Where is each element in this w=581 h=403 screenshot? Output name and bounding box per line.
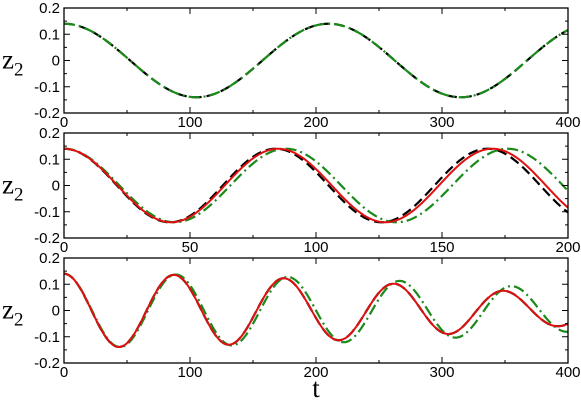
y-tick-label: 0.2 xyxy=(39,0,60,17)
series-line-3 xyxy=(64,147,568,224)
series-line-3 xyxy=(64,272,568,348)
y-tick-label: -0.1 xyxy=(34,329,60,346)
x-tick-label: 50 xyxy=(182,239,199,256)
x-tick-label: 0 xyxy=(60,239,68,256)
x-tick-label: 100 xyxy=(303,239,328,256)
x-tick-label: 200 xyxy=(555,239,580,256)
y-tick-label: -0.1 xyxy=(34,79,60,96)
y-tick-label: -0.2 xyxy=(34,230,60,247)
x-tick-label: 300 xyxy=(429,114,454,131)
y-axis-label: z2 xyxy=(2,170,23,206)
x-tick-label: 400 xyxy=(555,364,580,381)
x-tick-label: 200 xyxy=(303,364,328,381)
x-tick-label: 400 xyxy=(555,114,580,131)
plot-frame xyxy=(63,7,569,114)
y-tick-label: 0 xyxy=(52,303,60,320)
y-tick-label: 0.1 xyxy=(39,276,60,293)
panel-3: 0 100 200 300 400 -0.2 -0.1 0 0.1 0.2 z2 t xyxy=(2,250,581,403)
y-axis-label-main: z xyxy=(2,295,14,325)
y-tick-label: 0.2 xyxy=(39,125,60,142)
x-tick-label: 300 xyxy=(429,364,454,381)
y-tick-label: 0.2 xyxy=(39,250,60,267)
y-axis-label-main: z xyxy=(2,45,14,75)
series-line-2 xyxy=(64,272,568,349)
y-axis-label-sub: 2 xyxy=(14,310,24,331)
panel-1: 0 100 200 300 400 -0.2 -0.1 0 0.1 0.2 z2 xyxy=(2,0,581,131)
series-line-2 xyxy=(64,22,568,99)
x-tick-label: 100 xyxy=(177,114,202,131)
y-tick-label: 0 xyxy=(52,178,60,195)
panel-2: 0 50 100 150 200 -0.2 -0.1 0 0.1 0.2 z2 xyxy=(2,125,581,256)
y-axis-label-main: z xyxy=(2,170,14,200)
y-tick-label: 0.1 xyxy=(39,151,60,168)
series-line-1 xyxy=(64,147,568,224)
y-tick-label: 0 xyxy=(52,53,60,70)
y-tick-label: 0.1 xyxy=(39,26,60,43)
x-tick-label: 100 xyxy=(177,364,202,381)
y-tick-label: -0.1 xyxy=(34,204,60,221)
y-tick-label: -0.2 xyxy=(34,105,60,122)
y-tick-label: -0.2 xyxy=(34,355,60,372)
y-axis-label: z2 xyxy=(2,295,23,331)
x-tick-label: 0 xyxy=(60,364,68,381)
x-tick-label: 200 xyxy=(303,114,328,131)
y-axis-label-sub: 2 xyxy=(14,60,24,81)
series-line-2 xyxy=(64,147,568,224)
y-axis-label-sub: 2 xyxy=(14,185,24,206)
x-tick-label: 150 xyxy=(429,239,454,256)
x-tick-label: 0 xyxy=(60,114,68,131)
x-axis-label: t xyxy=(312,373,320,403)
y-axis-label: z2 xyxy=(2,45,23,81)
